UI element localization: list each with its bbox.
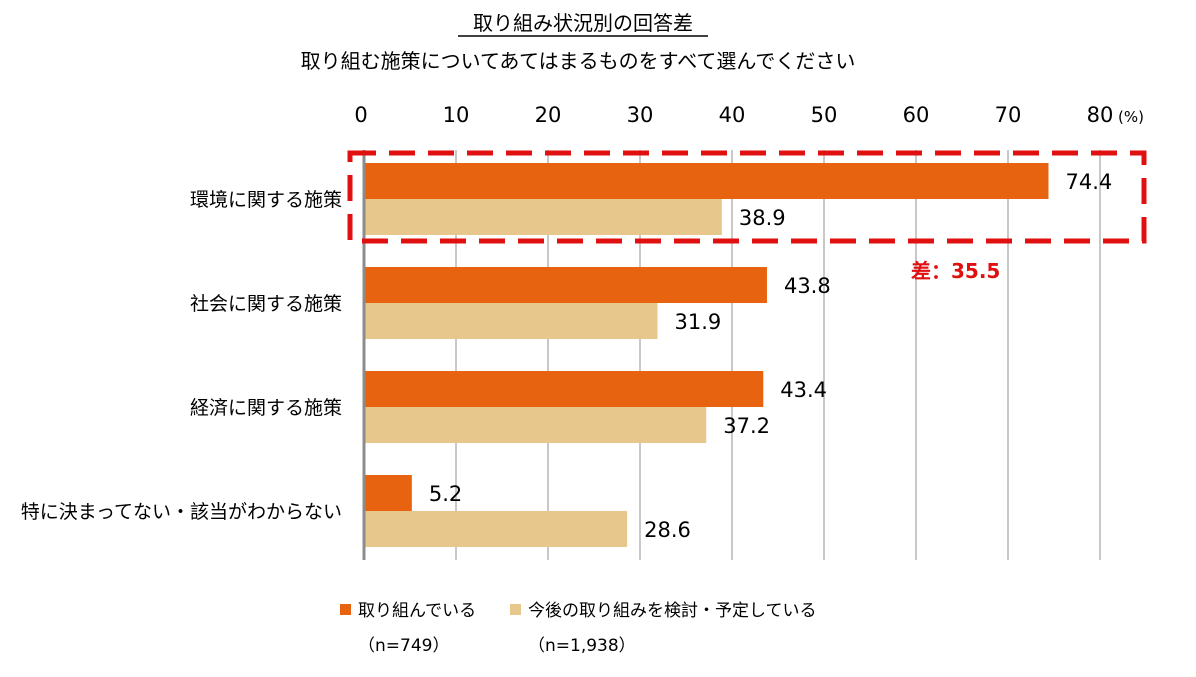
bar-series-2-2 <box>365 303 658 339</box>
bar-series-2-3 <box>365 407 707 443</box>
x-tick-label: 40 <box>719 103 746 127</box>
data-label-series-1-2: 43.8 <box>784 274 831 298</box>
category-labels: 環境に関する施策社会に関する施策経済に関する施策特に決まってない・該当がわからな… <box>21 189 342 523</box>
x-tick-label: 20 <box>535 103 562 127</box>
x-axis-unit-label: (%) <box>1118 108 1144 126</box>
bar-series-2-1 <box>365 199 722 235</box>
category-label-2: 社会に関する施策 <box>190 293 342 315</box>
category-label-4: 特に決まってない・該当がわからない <box>21 501 342 523</box>
category-label-3: 経済に関する施策 <box>190 397 342 419</box>
bar-series-1-2 <box>365 267 767 303</box>
x-tick-label: 0 <box>354 103 367 127</box>
highlight-box <box>347 150 1147 244</box>
x-tick-label: 60 <box>903 103 930 127</box>
data-label-series-2-3: 37.2 <box>723 414 770 438</box>
legend-label-series-1: 取り組んでいる <box>358 601 476 621</box>
data-label-series-1-3: 43.4 <box>780 378 827 402</box>
data-labels: 74.4 38.9 43.8 31.9 43.4 37.2 5.2 28.6 <box>429 170 1112 542</box>
bar-series-2-4 <box>365 511 628 547</box>
bar-series-1-3 <box>365 371 764 407</box>
chart-title: 取り組み状況別の回答差 <box>473 11 693 35</box>
difference-annotation: 差：35.5 <box>911 259 1000 283</box>
data-label-series-1-4: 5.2 <box>429 482 462 506</box>
bar-series-1-1 <box>365 163 1049 199</box>
chart-subtitle: 取り組む施策についてあてはまるものをすべて選んでください <box>301 49 856 73</box>
x-tick-label: 50 <box>811 103 838 127</box>
legend-swatch-series-1 <box>340 604 351 615</box>
legend-label-series-2: 今後の取り組みを検討・予定している <box>528 601 817 621</box>
bar-series-1-4 <box>365 475 412 511</box>
x-tick-label: 10 <box>443 103 470 127</box>
legend-swatch-series-2 <box>510 604 521 615</box>
bars <box>365 163 1049 547</box>
legend: 取り組んでいる （n=749） 今後の取り組みを検討・予定している （n=1,9… <box>340 601 817 656</box>
data-label-series-1-1: 74.4 <box>1065 170 1112 194</box>
x-tick-label: 30 <box>627 103 654 127</box>
data-label-series-2-1: 38.9 <box>739 206 786 230</box>
x-tick-label: 80 <box>1087 103 1114 127</box>
data-label-series-2-4: 28.6 <box>644 518 691 542</box>
legend-n-series-2: （n=1,938） <box>528 636 636 656</box>
x-tick-label: 70 <box>995 103 1022 127</box>
legend-n-series-1: （n=749） <box>358 636 449 656</box>
x-axis-ticks: 0 10 20 30 40 50 60 70 80 <box>354 103 1113 127</box>
category-label-1: 環境に関する施策 <box>190 189 342 211</box>
data-label-series-2-2: 31.9 <box>674 310 721 334</box>
